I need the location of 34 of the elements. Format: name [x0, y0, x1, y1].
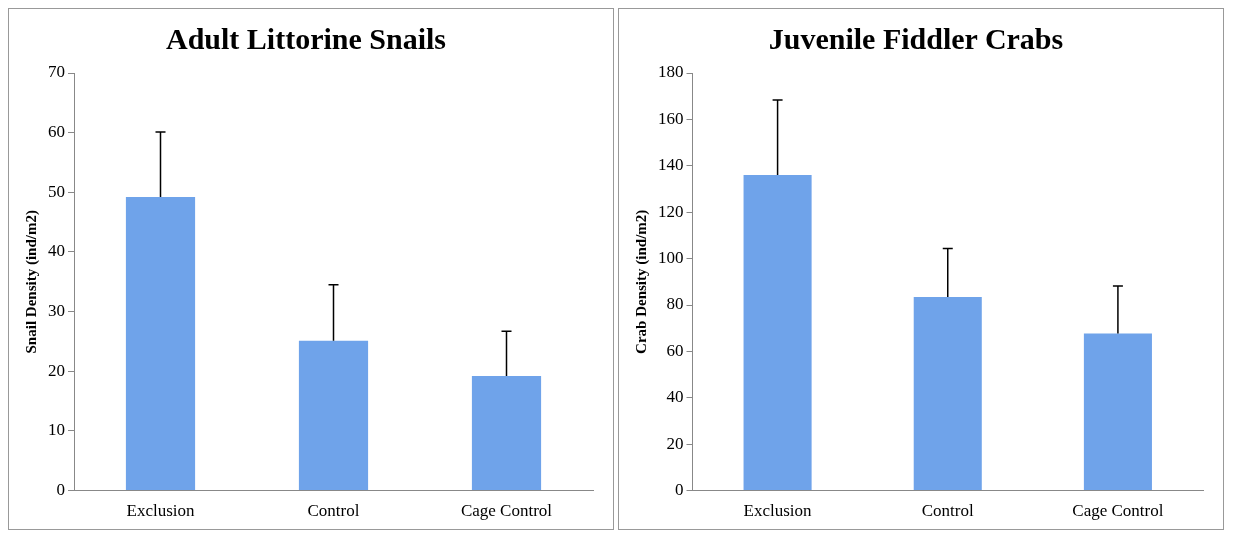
- x-tick-label: Cage Control: [1072, 501, 1164, 521]
- y-tick-label: 180: [658, 62, 684, 82]
- y-tick-label: 10: [48, 420, 65, 440]
- x-tick-label: Cage Control: [460, 501, 553, 521]
- bar: [743, 175, 812, 491]
- x-tick-label: Control: [307, 501, 360, 521]
- bar: [471, 376, 542, 491]
- y-tick-label: 0: [675, 480, 684, 500]
- y-tick-label: 60: [666, 340, 684, 360]
- y-tick-label: 140: [658, 155, 684, 175]
- bar: [298, 340, 369, 491]
- y-axis-title: Snail Density (ind/m2): [22, 210, 40, 354]
- x-tick-label: Exclusion: [126, 501, 195, 521]
- chart-title: Adult Littorine Snails: [165, 21, 447, 55]
- y-tick-label: 30: [48, 301, 65, 321]
- y-tick-label: 60: [48, 122, 65, 142]
- bar: [1083, 333, 1152, 491]
- bar: [125, 197, 196, 491]
- y-tick-label: 120: [658, 201, 684, 221]
- y-tick-label: 0: [56, 480, 65, 500]
- y-tick-label: 70: [48, 62, 65, 82]
- y-tick-label: 40: [666, 387, 684, 407]
- chart-title: Juvenile Fiddler Crabs: [768, 21, 1064, 55]
- bar: [913, 296, 982, 491]
- x-tick-label: Control: [921, 501, 974, 521]
- y-tick-label: 50: [48, 181, 65, 201]
- x-tick-label: Exclusion: [743, 501, 813, 521]
- y-tick-label: 160: [658, 108, 684, 128]
- y-tick-label: 20: [48, 360, 65, 380]
- y-tick-label: 100: [658, 248, 684, 268]
- y-tick-label: 20: [666, 433, 684, 453]
- y-tick-label: 80: [666, 294, 684, 314]
- y-axis-title: Crab Density (ind/m2): [632, 209, 650, 354]
- y-tick-label: 40: [48, 241, 65, 261]
